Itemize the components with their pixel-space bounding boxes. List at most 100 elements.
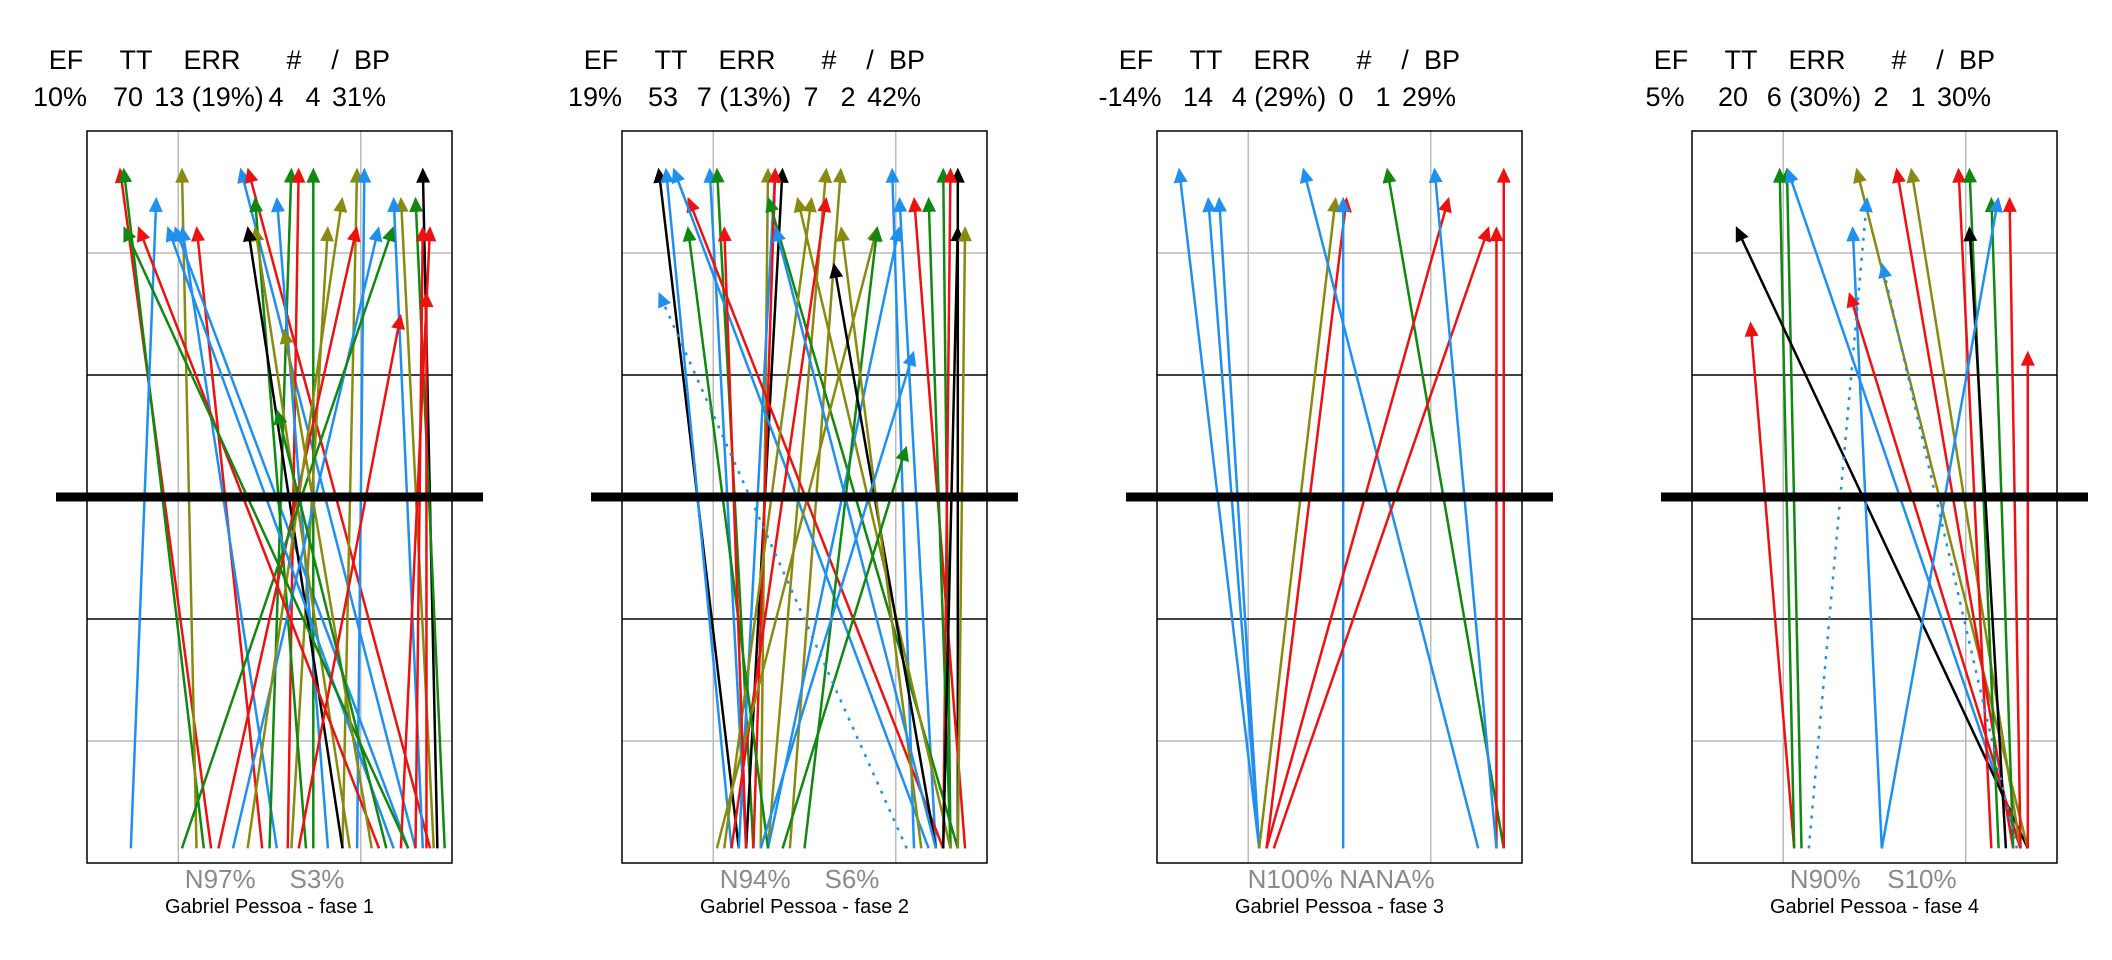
arrow-line bbox=[1990, 207, 2015, 849]
arrow-line bbox=[941, 236, 959, 849]
arrow-line bbox=[1882, 272, 2019, 849]
arrow-head bbox=[908, 196, 923, 213]
stat-value: 29% bbox=[1402, 82, 1456, 112]
arrow-head bbox=[1477, 226, 1491, 243]
arrow-head bbox=[829, 262, 844, 279]
arrow-head bbox=[832, 167, 847, 184]
arrow-head bbox=[118, 167, 133, 184]
arrow-head bbox=[320, 226, 335, 242]
arrow-head bbox=[1496, 167, 1511, 183]
arrow-head bbox=[817, 196, 832, 213]
arrow-head bbox=[391, 314, 405, 331]
arrow-line bbox=[278, 419, 388, 849]
arrow-line bbox=[687, 236, 770, 849]
arrow-head bbox=[717, 226, 732, 242]
arrow-head bbox=[1878, 262, 1892, 279]
arrow-head bbox=[1963, 167, 1978, 183]
arrow-head bbox=[273, 409, 288, 426]
stat-value: 7 bbox=[803, 82, 818, 112]
arrow-head bbox=[1846, 226, 1861, 242]
arrow-head bbox=[1892, 167, 1906, 184]
arrow-head bbox=[1327, 196, 1342, 213]
header-label: EF bbox=[584, 45, 619, 75]
arrow-line bbox=[730, 207, 827, 849]
stat-value: 30% bbox=[1937, 82, 1991, 112]
stat-value: 1 bbox=[1910, 82, 1925, 112]
arrow-line bbox=[1218, 207, 1261, 849]
arrow-head bbox=[895, 445, 909, 463]
stat-value: 14 bbox=[1183, 82, 1213, 112]
arrow-line bbox=[781, 455, 905, 849]
arrow-head bbox=[1785, 167, 1799, 185]
arrow-head bbox=[2020, 350, 2035, 366]
arrow-head bbox=[682, 226, 697, 242]
arrow-line bbox=[399, 236, 431, 849]
arrow-head bbox=[333, 196, 348, 213]
arrow-head bbox=[818, 167, 833, 184]
panel-3: EF TT ERR # / BP -14% 14 4 (29%) 0 1 29% N100% NANA%G… bbox=[1098, 45, 1553, 918]
arrow-line bbox=[1785, 178, 1803, 849]
header-label: TT bbox=[120, 45, 153, 75]
arrow-head bbox=[957, 226, 972, 242]
header-label: BP bbox=[354, 45, 390, 75]
arrow-head bbox=[1336, 196, 1351, 212]
arrow-head bbox=[347, 226, 361, 243]
arrow-head bbox=[1846, 292, 1861, 309]
header-label: ERR bbox=[1788, 45, 1845, 75]
arrow-line bbox=[1851, 236, 1884, 849]
arrow-line bbox=[1880, 206, 1998, 849]
arrow-head bbox=[1989, 196, 2003, 213]
header-label: EF bbox=[1119, 45, 1154, 75]
arrow-line bbox=[1739, 235, 2029, 849]
arrow-line bbox=[341, 178, 359, 849]
header-label: # bbox=[1891, 45, 1906, 75]
panel-2: EF TT ERR # / BP 19% 53 7 (13%) 7 2 42% N94% S6%Gabri… bbox=[568, 45, 1018, 918]
arrow-head bbox=[1173, 167, 1188, 184]
arrow-head bbox=[416, 167, 431, 183]
arrow-line bbox=[1968, 178, 2000, 849]
stat-value: 20 bbox=[1718, 82, 1748, 112]
arrow-head bbox=[1906, 167, 1921, 184]
arrow-head bbox=[802, 196, 817, 213]
arrow-head bbox=[165, 226, 180, 243]
arrow-line bbox=[392, 207, 425, 849]
arrow-line bbox=[231, 236, 378, 849]
arrow-line bbox=[1896, 177, 2015, 849]
arrow-line bbox=[665, 177, 733, 849]
arrow-head bbox=[148, 196, 163, 213]
arrow-head bbox=[835, 226, 850, 242]
arrow-line bbox=[1387, 177, 1505, 849]
arrow-head bbox=[765, 196, 779, 214]
arrow-head bbox=[893, 196, 908, 213]
panel-caption: Gabriel Pessoa - fase 3 bbox=[1235, 896, 1444, 918]
header-label: / bbox=[1936, 45, 1944, 75]
arrow-head bbox=[415, 226, 430, 242]
arrow-head bbox=[1963, 226, 1978, 242]
stat-value: 53 bbox=[648, 82, 678, 112]
header-label: / bbox=[1401, 45, 1409, 75]
arrow-line bbox=[1789, 177, 2022, 849]
arrow-line bbox=[180, 235, 392, 849]
arrow-head bbox=[291, 167, 306, 183]
arrow-line bbox=[123, 177, 206, 849]
bottom-label-n: N100% bbox=[1248, 864, 1333, 894]
arrow-line bbox=[169, 235, 395, 849]
arrow-line bbox=[1257, 207, 1336, 849]
arrow-line bbox=[180, 178, 198, 849]
arrow-head bbox=[772, 226, 786, 243]
arrow-line bbox=[414, 236, 424, 849]
stat-value: 2 bbox=[1873, 82, 1888, 112]
arrow-head bbox=[1858, 196, 1873, 213]
panel-4: EF TT ERR # / BP 5% 20 6 (30%) 2 1 30% N90% S10%Gabri… bbox=[1645, 45, 2088, 918]
arrow-head bbox=[1212, 196, 1227, 213]
stat-value: -14% bbox=[1098, 82, 1161, 112]
header-label: ERR bbox=[183, 45, 240, 75]
stat-value: 2 bbox=[840, 82, 855, 112]
arrow-line bbox=[1434, 177, 1498, 849]
arrow-head bbox=[1853, 167, 1867, 184]
header-label: TT bbox=[655, 45, 688, 75]
panel-caption: Gabriel Pessoa - fase 1 bbox=[165, 896, 374, 918]
arrow-line bbox=[246, 207, 343, 849]
arrow-head bbox=[1489, 226, 1504, 242]
